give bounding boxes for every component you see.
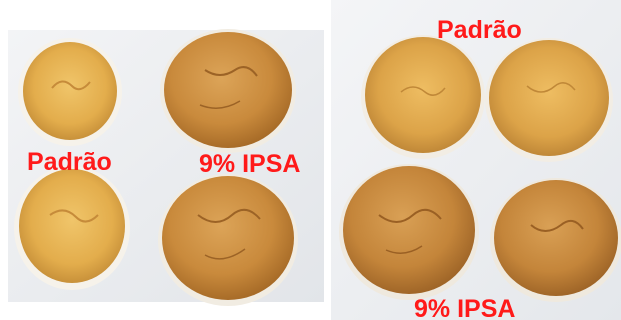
right-photo: [331, 0, 621, 320]
right-photo-image: [331, 0, 621, 320]
left-standard-label: Padrão: [27, 148, 112, 176]
right-standard-label: Padrão: [437, 16, 522, 44]
left-photo: [8, 29, 324, 306]
left-treatment-label: 9% IPSA: [199, 150, 301, 178]
right-treatment-label: 9% IPSA: [414, 295, 516, 320]
left-photo-image: [8, 29, 324, 306]
